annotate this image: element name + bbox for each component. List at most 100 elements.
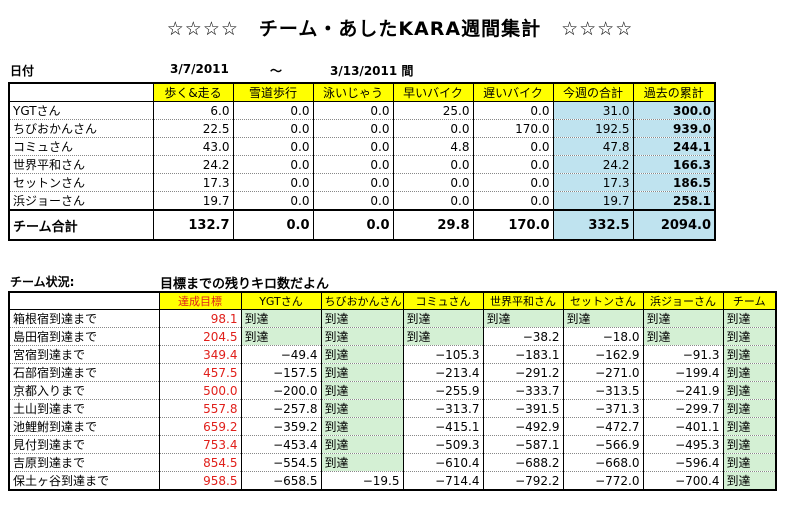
weekly-value-cell: 0.0: [312, 119, 393, 138]
weekly-row: セットンさん 17.3 0.0 0.0 0.0 0.0 17.3 186.5: [9, 173, 715, 192]
reached-cell: 到達: [240, 309, 321, 328]
remaining-km-cell: −313.5: [562, 381, 643, 400]
reached-cell: 到達: [722, 399, 776, 418]
reached-cell: 到達: [722, 453, 776, 472]
remaining-km-cell: −587.1: [482, 435, 563, 454]
remaining-km-cell: −472.7: [562, 417, 643, 436]
remaining-km-cell: −415.1: [402, 417, 483, 436]
milestone-name: 見付到達まで: [9, 435, 159, 454]
status-header-cell: ちびおかんさん: [320, 291, 404, 310]
remaining-km-cell: −257.8: [240, 399, 321, 418]
weekly-value-cell: 0.0: [232, 137, 313, 156]
team-total-cell: 29.8: [392, 209, 473, 240]
weekly-value-cell: 170.0: [472, 119, 553, 138]
reached-cell: 到達: [722, 327, 776, 346]
weekly-value-cell: 0.0: [472, 155, 553, 174]
weekly-value-cell: 0.0: [312, 173, 393, 192]
weekly-value-cell: 17.3: [152, 173, 233, 192]
weekly-value-cell: 0.0: [232, 155, 313, 174]
remaining-km-cell: −241.9: [642, 381, 723, 400]
milestone-goal: 98.1: [158, 309, 241, 328]
member-name: 世界平和さん: [9, 155, 153, 174]
weekly-value-cell: 0.0: [232, 173, 313, 192]
reached-cell: 到達: [402, 327, 483, 346]
milestone-goal: 349.4: [158, 345, 241, 364]
member-name: YGTさん: [9, 101, 153, 120]
team-total-cell: 0.0: [232, 209, 313, 240]
team-status-table: 達成目標 YGTさん ちびおかんさん コミュさん 世界平和さん セットンさん 浜ジョーさんチ…: [8, 291, 777, 491]
weekly-value-cell: 0.0: [472, 101, 553, 120]
milestone-name: 京都入りまで: [9, 381, 159, 400]
status-header-cell: 浜ジョーさん: [642, 291, 724, 310]
milestone-name: 島田宿到達まで: [9, 327, 159, 346]
remaining-km-cell: −371.3: [562, 399, 643, 418]
remaining-km-cell: −291.2: [482, 363, 563, 382]
status-row: 島田宿到達まで 204.5 到達 到達 到達 −38.2 −18.0 到達 到達: [9, 327, 776, 346]
remaining-km-cell: −495.3: [642, 435, 723, 454]
weekly-header-cell: 泳いじゃう: [312, 82, 394, 102]
remaining-km-cell: −271.0: [562, 363, 643, 382]
milestone-goal: 659.2: [158, 417, 241, 436]
weekly-value-cell: 0.0: [312, 137, 393, 156]
weekly-header-cell: 遅いバイク: [472, 82, 554, 102]
status-row: 宮宿到達まで 349.4 −49.4 到達 −105.3 −183.1 −162.9 −91.…: [9, 345, 776, 364]
reached-cell: 到達: [320, 345, 403, 364]
milestone-name: 池鯉鮒到達まで: [9, 417, 159, 436]
weekly-row: 世界平和さん 24.2 0.0 0.0 0.0 0.0 24.2 166.3: [9, 155, 715, 174]
milestone-name: 石部宿到達まで: [9, 363, 159, 382]
remaining-km-cell: −658.5: [240, 471, 321, 491]
reached-cell: 到達: [320, 453, 403, 472]
remaining-km-cell: −566.9: [562, 435, 643, 454]
weekly-row: コミュさん 43.0 0.0 0.0 4.8 0.0 47.8 244.1: [9, 137, 715, 156]
date-end: 3/13/2011 間: [330, 64, 414, 78]
remaining-km-cell: −401.1: [642, 417, 723, 436]
weekly-value-cell: 0.0: [472, 191, 553, 211]
remaining-km-cell: −714.4: [402, 471, 483, 491]
status-header-row: 達成目標 YGTさん ちびおかんさん コミュさん 世界平和さん セットンさん 浜ジョーさんチ…: [9, 291, 777, 310]
reached-cell: 到達: [320, 381, 403, 400]
weekly-value-cell: 4.8: [392, 137, 473, 156]
weekly-header-row: 歩く&走る 雪道歩行 泳いじゃう 早いバイク 遅いバイク 今週の合計 過去の累計: [9, 82, 716, 102]
header-blank: [9, 83, 154, 102]
remaining-km-cell: −313.7: [402, 399, 483, 418]
weekly-value-cell: 31.0: [552, 101, 633, 120]
remaining-km-cell: −91.3: [642, 345, 723, 364]
status-row: 吉原到達まで 854.5 −554.5 到達 −610.4 −688.2 −668.0 −59…: [9, 453, 776, 472]
weekly-value-cell: 0.0: [312, 155, 393, 174]
weekly-value-cell: 0.0: [472, 173, 553, 192]
status-row: 京都入りまで 500.0 −200.0 到達 −255.9 −333.7 −313.5 −24…: [9, 381, 776, 400]
weekly-header-cell: 早いバイク: [392, 82, 474, 102]
team-total-cell: 0.0: [312, 209, 393, 240]
weekly-header-cell: 今週の合計: [552, 82, 634, 102]
remaining-km-cell: −391.5: [482, 399, 563, 418]
reached-cell: 到達: [562, 309, 643, 328]
status-row: 保土ヶ谷到達まで 958.5 −658.5 −19.5 −714.4 −792.2 −772…: [9, 471, 776, 491]
weekly-value-cell: 300.0: [632, 101, 715, 120]
date-start: 3/7/2011: [170, 62, 229, 76]
milestone-name: 宮宿到達まで: [9, 345, 159, 364]
weekly-value-cell: 43.0: [152, 137, 233, 156]
remaining-km-cell: −38.2: [482, 327, 563, 346]
remaining-km-cell: −700.4: [642, 471, 723, 491]
reached-cell: 到達: [320, 417, 403, 436]
weekly-row: 浜ジョーさん 19.7 0.0 0.0 0.0 0.0 19.7 258.1: [9, 191, 715, 211]
weekly-value-cell: 17.3: [552, 173, 633, 192]
date-tilde: ～: [270, 64, 283, 78]
milestone-name: 箱根宿到達まで: [9, 309, 159, 328]
member-name: セットンさん: [9, 173, 153, 192]
remaining-km-cell: −610.4: [402, 453, 483, 472]
reached-cell: 到達: [642, 309, 723, 328]
remaining-km-cell: −453.4: [240, 435, 321, 454]
weekly-summary-table: 歩く&走る 雪道歩行 泳いじゃう 早いバイク 遅いバイク 今週の合計 過去の累計 YGTさん 6…: [8, 82, 716, 241]
weekly-value-cell: 186.5: [632, 173, 715, 192]
remaining-km-cell: −200.0: [240, 381, 321, 400]
weekly-value-cell: 25.0: [392, 101, 473, 120]
team-total-cell: 132.7: [152, 209, 233, 240]
remaining-km-cell: −299.7: [642, 399, 723, 418]
milestone-goal: 958.5: [158, 471, 241, 491]
status-header-cell: チーム: [722, 291, 777, 310]
reached-cell: 到達: [722, 309, 776, 328]
milestone-goal: 204.5: [158, 327, 241, 346]
remaining-km-cell: −688.2: [482, 453, 563, 472]
weekly-value-cell: 0.0: [312, 101, 393, 120]
